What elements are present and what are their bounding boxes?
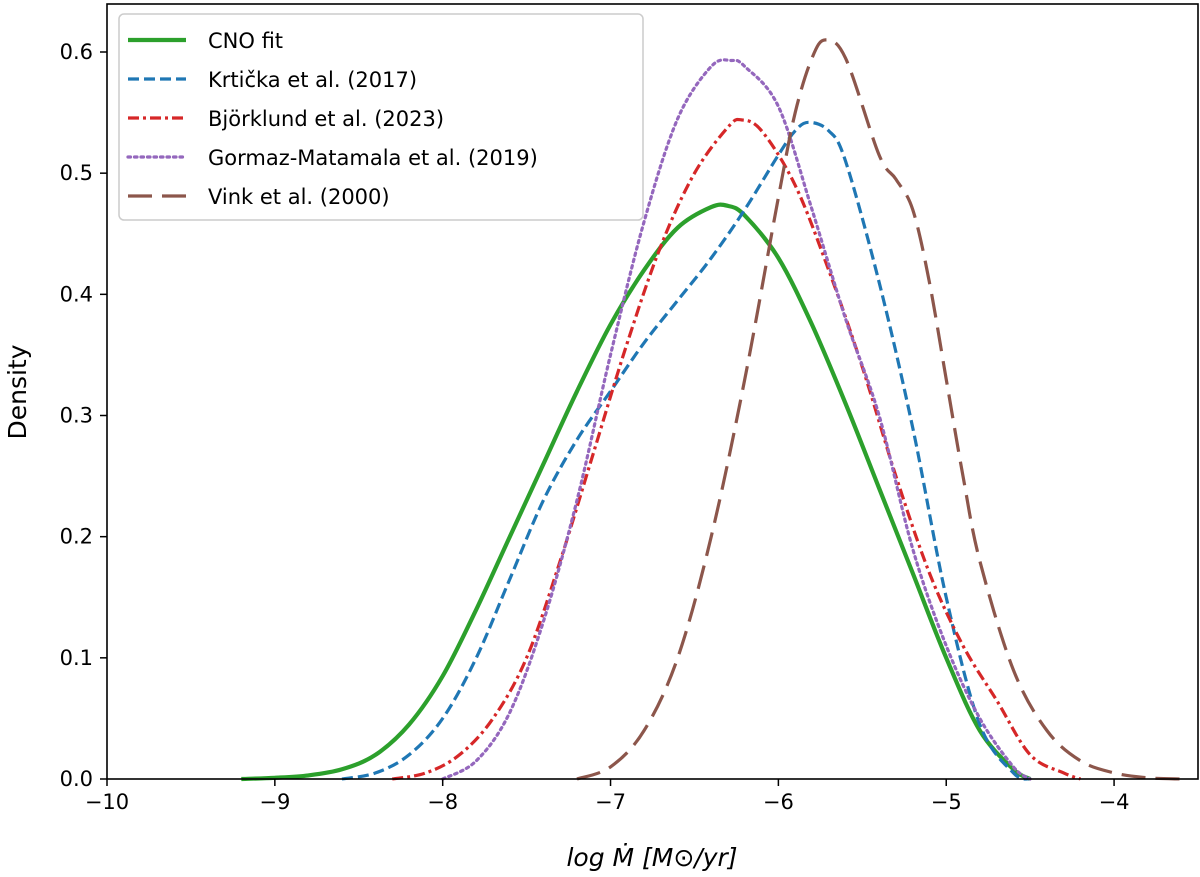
plot-frame bbox=[106, 3, 1199, 780]
legend-label-2: Krtička et al. (2017) bbox=[208, 68, 417, 92]
series-line-2 bbox=[341, 120, 1031, 781]
legend-label-3: Björklund et al. (2023) bbox=[208, 107, 444, 131]
x-tick-label: −8 bbox=[427, 790, 458, 814]
legend-label-5: Vink et al. (2000) bbox=[208, 185, 390, 209]
series-line-4 bbox=[441, 58, 1032, 781]
series-line-5 bbox=[576, 38, 1182, 781]
ticks-layer: −10 −9 −8 −7 −6 −5 −4 0.0 0.1 0.2 0.3 0.4 0.5 0.6 bbox=[60, 40, 1130, 814]
legend-label-1: CNO fit bbox=[208, 29, 283, 53]
series-line-3 bbox=[392, 117, 1082, 781]
legend-box bbox=[118, 13, 644, 221]
y-tick-label: 0.1 bbox=[60, 646, 93, 670]
series-line-1 bbox=[241, 202, 1032, 782]
x-tick-label: −5 bbox=[931, 790, 962, 814]
x-axis-label: log Ṁ [M⊙/yr] bbox=[566, 843, 737, 872]
x-tick-label: −10 bbox=[85, 790, 129, 814]
y-tick-label: 0.4 bbox=[60, 282, 93, 306]
y-tick-label: 0.2 bbox=[60, 525, 93, 549]
x-tick-label: −4 bbox=[1099, 790, 1130, 814]
x-tick-label: −9 bbox=[259, 790, 290, 814]
y-tick-label: 0.5 bbox=[60, 161, 93, 185]
legend: CNO fit Krtička et al. (2017) Björklund et… bbox=[118, 13, 644, 221]
series-layer bbox=[241, 38, 1182, 782]
legend-label-4: Gormaz-Matamala et al. (2019) bbox=[208, 146, 538, 170]
x-tick-label: −6 bbox=[763, 790, 794, 814]
y-axis-label: Density bbox=[3, 344, 32, 439]
x-tick-label: −7 bbox=[595, 790, 626, 814]
y-tick-label: 0.3 bbox=[60, 404, 93, 428]
y-tick-label: 0.6 bbox=[60, 40, 93, 64]
y-tick-label: 0.0 bbox=[60, 767, 93, 791]
